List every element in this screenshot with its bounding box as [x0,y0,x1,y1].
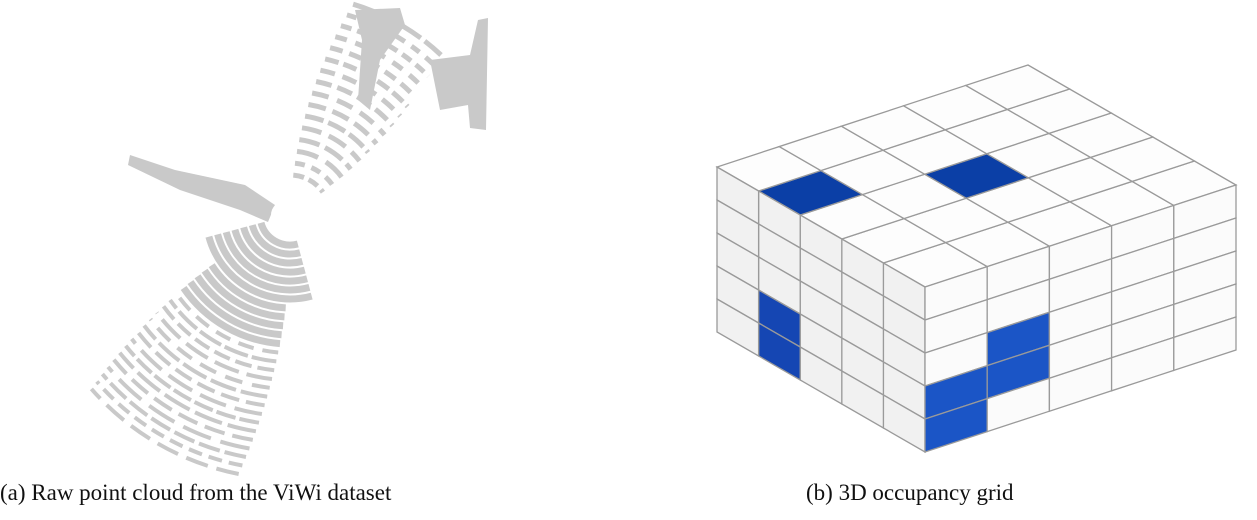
caption: (b) 3D occupancy grid [806,480,1014,505]
caption: (a) Raw point cloud from the ViWi datase… [0,480,392,505]
point-cloud [91,4,488,474]
occupancy-grid [717,65,1236,452]
page: {"figures": [{"caption": "(a) Raw point … [0,0,1257,520]
point-arc [312,93,385,135]
sensor-origin [271,201,299,229]
figure: (a) Raw point cloud from the ViWi datase… [0,0,1257,520]
point-arc [316,82,392,126]
point-arc [293,175,323,192]
point-arc [308,105,376,144]
point-arc [305,116,368,152]
point-cluster [430,18,488,130]
point-cluster [128,155,275,222]
